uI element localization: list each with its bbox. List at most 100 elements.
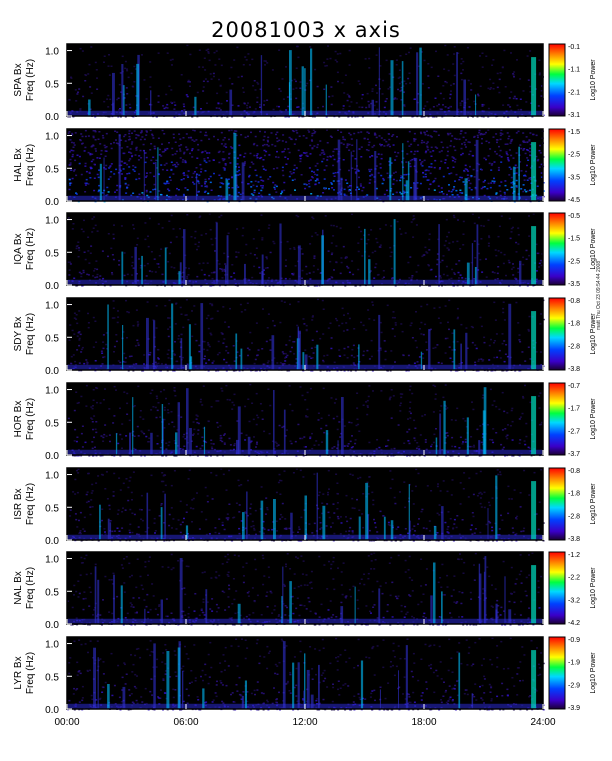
power-speck <box>440 93 442 95</box>
burst-stripe <box>421 352 422 370</box>
power-speck <box>211 446 213 448</box>
power-speck <box>246 59 248 61</box>
y-axis-label: Freq (Hz) <box>25 59 36 101</box>
power-speck <box>500 150 502 152</box>
power-speck <box>379 246 381 248</box>
power-speck <box>250 526 252 528</box>
power-speck <box>482 105 484 107</box>
power-speck <box>138 159 140 161</box>
power-speck <box>399 192 401 194</box>
power-speck <box>77 245 79 247</box>
power-speck <box>511 231 513 233</box>
power-speck <box>540 260 542 262</box>
power-speck <box>497 139 499 141</box>
power-speck <box>491 530 493 532</box>
power-speck <box>502 66 504 68</box>
power-speck <box>460 102 462 104</box>
power-speck <box>231 177 233 179</box>
power-speck <box>493 400 495 402</box>
power-speck <box>114 191 116 193</box>
power-speck <box>415 469 417 471</box>
power-speck <box>216 422 218 424</box>
power-speck <box>112 254 114 256</box>
power-speck <box>358 189 360 191</box>
power-speck <box>80 512 82 514</box>
power-speck <box>445 159 447 161</box>
power-speck <box>404 507 406 509</box>
power-speck <box>495 319 497 321</box>
burst-stripe <box>443 401 445 455</box>
power-speck <box>259 272 261 274</box>
power-speck <box>198 345 200 347</box>
power-speck <box>435 398 437 400</box>
power-speck <box>200 168 202 170</box>
power-speck <box>284 357 286 359</box>
power-speck <box>96 77 98 79</box>
power-speck <box>427 135 429 137</box>
power-speck <box>226 92 228 94</box>
power-speck <box>441 187 443 189</box>
power-speck <box>86 171 88 173</box>
power-speck <box>454 138 456 140</box>
power-speck <box>88 327 90 329</box>
burst-stripe <box>372 100 375 116</box>
power-speck <box>540 313 542 315</box>
power-speck <box>516 516 518 518</box>
power-speck <box>102 441 104 443</box>
power-speck <box>376 101 378 103</box>
power-speck <box>121 161 123 163</box>
power-speck <box>380 163 382 165</box>
power-speck <box>442 397 444 399</box>
power-speck <box>391 448 393 450</box>
power-speck <box>172 173 174 175</box>
power-speck <box>508 174 510 176</box>
power-speck <box>355 439 357 441</box>
power-speck <box>134 167 136 169</box>
power-speck <box>346 329 348 331</box>
power-speck <box>118 360 120 362</box>
power-speck <box>346 266 348 268</box>
power-speck <box>193 433 195 435</box>
power-speck <box>289 336 291 338</box>
power-speck <box>295 130 297 132</box>
power-speck <box>81 174 83 176</box>
power-speck <box>76 437 78 439</box>
power-speck <box>218 108 220 110</box>
power-speck <box>433 131 435 133</box>
power-speck <box>109 99 111 101</box>
power-speck <box>212 498 214 500</box>
power-speck <box>147 236 149 238</box>
power-speck <box>131 133 133 135</box>
power-speck <box>295 441 297 443</box>
power-speck <box>110 171 112 173</box>
power-speck <box>86 274 88 276</box>
power-speck <box>298 150 300 152</box>
power-speck <box>155 271 157 273</box>
power-speck <box>80 530 82 532</box>
power-speck <box>218 58 220 60</box>
power-speck <box>470 89 472 91</box>
power-speck <box>527 160 529 162</box>
power-speck <box>198 246 200 248</box>
power-speck <box>73 142 75 144</box>
power-speck <box>341 262 343 264</box>
power-speck <box>138 173 140 175</box>
power-speck <box>371 492 373 494</box>
power-speck <box>346 257 348 259</box>
power-speck <box>79 338 81 340</box>
power-speck <box>113 495 115 497</box>
power-speck <box>223 145 225 147</box>
power-speck <box>248 183 250 185</box>
power-speck <box>304 349 306 351</box>
power-speck <box>224 442 226 444</box>
power-speck <box>400 323 402 325</box>
power-speck <box>315 440 317 442</box>
power-speck <box>165 485 167 487</box>
power-speck <box>74 313 76 315</box>
power-speck <box>484 492 486 494</box>
power-speck <box>77 492 79 494</box>
power-speck <box>360 322 362 324</box>
power-speck <box>417 265 419 267</box>
power-speck <box>351 260 353 262</box>
power-speck <box>173 228 175 230</box>
